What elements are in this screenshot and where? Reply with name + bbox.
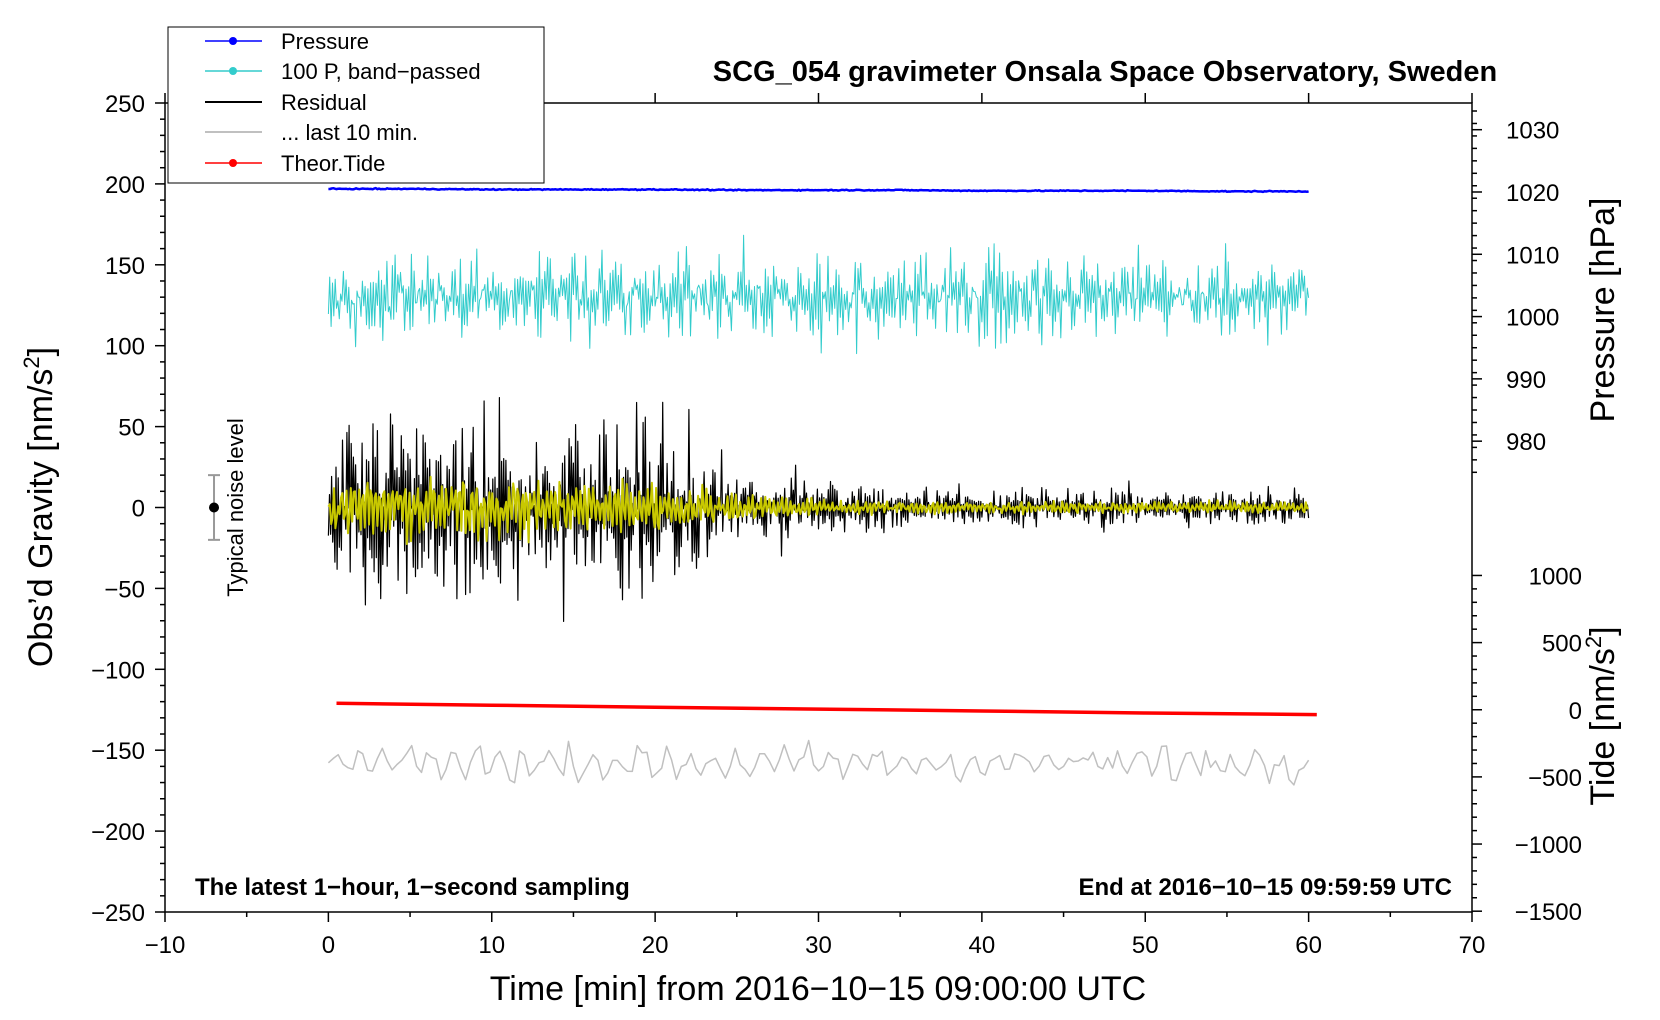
y-left-tick-label: 250 [105, 91, 145, 118]
y-pressure-tick-label: 1000 [1506, 305, 1559, 332]
x-tick-label: 40 [969, 932, 996, 959]
legend-label-tide: Theor.Tide [281, 151, 385, 176]
y-axis-tide-title: Tide [nm/s2] [1581, 626, 1622, 805]
y-left-tick-label: −100 [91, 657, 145, 684]
legend-box [167, 26, 545, 184]
y-axis-pressure-title: Pressure [hPa] [1584, 198, 1622, 423]
x-tick-label: 20 [642, 932, 669, 959]
y-axis-tide-title-close: ] [1584, 626, 1622, 635]
y-axis-left-title-close: ] [22, 347, 60, 356]
x-tick-label: 30 [805, 932, 832, 959]
y-axis-left-title-sup: 2 [19, 356, 44, 368]
y-tide-tick-label: 0 [1569, 698, 1582, 725]
y-pressure-tick-label: 980 [1506, 429, 1546, 456]
y-tide-tick-label: −1500 [1515, 899, 1582, 926]
legend-item-tide: Theor.Tide [205, 151, 385, 176]
series-pressure-line [328, 186, 1309, 194]
chart-title: SCG_054 gravimeter Onsala Space Observat… [713, 56, 1497, 88]
legend-item-bandpassed: 100 P, band−passed [205, 59, 481, 84]
y-left-tick-label: 150 [105, 253, 145, 280]
y-left-tick-label: −250 [91, 900, 145, 927]
x-tick-label: 70 [1459, 932, 1486, 959]
y-pressure-tick-label: 1020 [1506, 180, 1559, 207]
y-pressure-tick-label: 990 [1506, 367, 1546, 394]
legend-label-pressure: Pressure [281, 29, 369, 54]
y-left-tick-label: 100 [105, 334, 145, 361]
y-tide-tick-label: 500 [1542, 631, 1582, 658]
y-pressure-tick-label: 1030 [1506, 118, 1559, 145]
x-tick-label: 10 [478, 932, 505, 959]
x-tick-label: 50 [1132, 932, 1159, 959]
noise-bar: Typical noise level [208, 418, 248, 597]
legend-label-residual: Residual [281, 90, 367, 115]
x-tick-label: 0 [322, 932, 335, 959]
y-left-tick-label: −50 [104, 576, 145, 603]
y-axis-tide-title-main: Tide [nm/s [1584, 648, 1622, 805]
y-tide-tick-label: 1000 [1529, 563, 1582, 590]
y-left-tick-label: −150 [91, 738, 145, 765]
legend-label-bandpassed: 100 P, band−passed [281, 59, 481, 84]
noise-bar-label: Typical noise level [223, 418, 248, 597]
annotation-bottom-right: End at 2016−10−15 09:59:59 UTC [1078, 874, 1452, 901]
x-tick-label: −10 [145, 932, 186, 959]
y-axis-left-title-main: Obs’d Gravity [nm/s [22, 369, 60, 668]
series-layer [327, 186, 1317, 786]
legend-marker-tide [229, 159, 237, 167]
tick-layer: −10 0 10 20 30 40 50 60 70250200150100500−50−100… [91, 91, 1582, 959]
series-last10-line [327, 739, 1310, 786]
x-axis-title: Time [min] from 2016−10−15 09:00:00 UTC [490, 970, 1146, 1008]
legend-item-pressure: Pressure [205, 29, 369, 54]
annotation-bottom-left: The latest 1−hour, 1−second sampling [195, 874, 630, 901]
y-tide-tick-label: −500 [1528, 765, 1582, 792]
legend-item-last10: ... last 10 min. [205, 120, 418, 145]
series-residual-line [327, 397, 1310, 623]
y-axis-tide-title-sup: 2 [1581, 636, 1606, 648]
x-tick-label: 60 [1295, 932, 1322, 959]
y-left-tick-label: −200 [91, 819, 145, 846]
y-left-tick-label: 0 [132, 496, 145, 523]
legend: Pressure 100 P, band−passed Residual ...… [167, 26, 545, 184]
y-tide-tick-label: −1000 [1515, 832, 1582, 859]
series-bandpassed-line [327, 234, 1310, 355]
series-tide-line [336, 701, 1317, 717]
legend-marker-bandpassed [229, 67, 237, 75]
y-left-tick-label: 50 [118, 415, 145, 442]
series-filtered-line [327, 475, 1309, 545]
legend-marker-pressure [229, 37, 237, 45]
legend-item-residual: Residual [205, 90, 367, 115]
y-left-tick-label: 200 [105, 172, 145, 199]
legend-label-last10: ... last 10 min. [281, 120, 418, 145]
y-axis-left-title: Obs’d Gravity [nm/s2] [19, 347, 60, 667]
noise-bar-dot [209, 502, 220, 513]
y-pressure-tick-label: 1010 [1506, 242, 1559, 269]
